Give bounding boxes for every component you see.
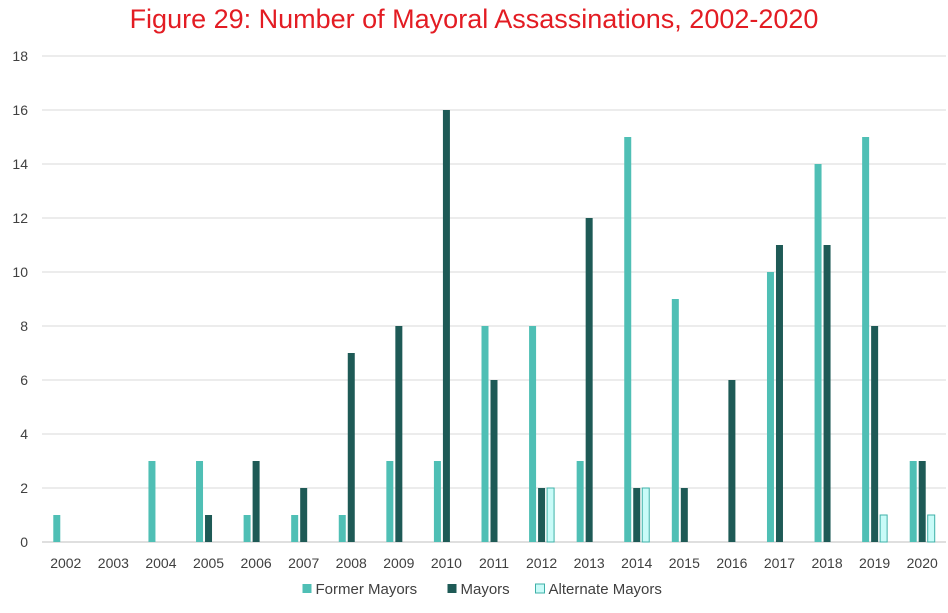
y-tick-label: 12: [12, 210, 28, 226]
y-tick-label: 16: [12, 102, 28, 118]
bar-former-mayors-2019: [862, 137, 870, 542]
bar-mayors-2006: [252, 461, 260, 542]
x-tick-label: 2002: [50, 555, 81, 571]
bar-former-mayors-2010: [433, 461, 441, 542]
bar-former-mayors-2009: [386, 461, 394, 542]
bar-former-mayors-2002: [53, 515, 61, 542]
x-tick-label: 2008: [336, 555, 367, 571]
legend-item-former-mayors: Former Mayors: [302, 581, 418, 598]
legend-label: Alternate Mayors: [549, 581, 662, 598]
legend-item-mayors: Mayors: [447, 581, 510, 598]
y-tick-label: 10: [12, 264, 28, 280]
bar-mayors-2018: [823, 245, 831, 542]
bar-former-mayors-2006: [243, 515, 251, 542]
bar-mayors-2017: [775, 245, 783, 542]
x-tick-label: 2020: [907, 555, 938, 571]
bar-former-mayors-2015: [671, 299, 679, 542]
x-tick-label: 2017: [764, 555, 795, 571]
y-tick-label: 14: [12, 156, 28, 172]
x-tick-label: 2003: [98, 555, 129, 571]
legend-item-alternate-mayors: Alternate Mayors: [535, 581, 662, 598]
y-axis-tick-labels: 0 2 4 6 8 10 12 14 16 18: [12, 48, 28, 550]
bar-mayors-2014: [633, 488, 641, 542]
x-tick-label: 2015: [669, 555, 700, 571]
y-tick-label: 0: [20, 534, 28, 550]
bar-alternate-mayors-2014: [641, 487, 650, 543]
bar-mayors-2011: [490, 380, 498, 542]
legend-swatch: [447, 584, 457, 593]
x-tick-label: 2010: [431, 555, 462, 571]
x-tick-label: 2006: [241, 555, 272, 571]
x-tick-label: 2011: [479, 555, 509, 571]
legend-swatch: [302, 584, 312, 593]
legend-swatch: [535, 583, 545, 594]
bar-mayors-2007: [300, 488, 308, 542]
x-axis-tick-labels: 2002 2003 2004 2005 2006 2007 2008 2009 2010 2011…: [50, 555, 938, 571]
bar-alternate-mayors-2020: [927, 514, 936, 543]
x-tick-label: 2013: [574, 555, 605, 571]
y-tick-label: 8: [20, 318, 28, 334]
x-tick-label: 2004: [145, 555, 176, 571]
bar-former-mayors-2007: [291, 515, 299, 542]
bar-mayors-2009: [395, 326, 403, 542]
x-tick-label: 2012: [526, 555, 557, 571]
legend: Former Mayors Mayors Alternate Mayors: [302, 581, 662, 598]
bar-mayors-2015: [680, 488, 688, 542]
bar-mayors-2020: [918, 461, 926, 542]
bar-mayors-2010: [442, 110, 450, 542]
legend-label: Former Mayors: [316, 581, 418, 598]
y-tick-label: 2: [20, 480, 28, 496]
bar-mayors-2012: [538, 488, 546, 542]
x-tick-label: 2009: [383, 555, 414, 571]
bar-former-mayors-2018: [814, 164, 822, 542]
y-tick-label: 4: [20, 426, 28, 442]
bars: [53, 110, 936, 543]
bar-former-mayors-2008: [338, 515, 346, 542]
x-tick-label: 2018: [811, 555, 842, 571]
bar-former-mayors-2014: [624, 137, 632, 542]
bar-alternate-mayors-2019: [879, 514, 888, 543]
y-tick-label: 6: [20, 372, 28, 388]
bar-mayors-2019: [871, 326, 879, 542]
bar-former-mayors-2005: [196, 461, 204, 542]
legend-label: Mayors: [461, 581, 510, 598]
bar-mayors-2013: [585, 218, 593, 542]
x-tick-label: 2019: [859, 555, 890, 571]
bar-mayors-2016: [728, 380, 736, 542]
x-tick-label: 2016: [716, 555, 747, 571]
bar-former-mayors-2017: [766, 272, 774, 542]
y-tick-label: 18: [12, 48, 28, 64]
bar-former-mayors-2012: [529, 326, 537, 542]
bar-alternate-mayors-2012: [546, 487, 555, 543]
x-tick-label: 2005: [193, 555, 224, 571]
x-tick-label: 2014: [621, 555, 652, 571]
x-tick-label: 2007: [288, 555, 319, 571]
bar-former-mayors-2004: [148, 461, 156, 542]
bar-former-mayors-2020: [909, 461, 917, 542]
bar-former-mayors-2013: [576, 461, 584, 542]
bar-former-mayors-2011: [481, 326, 489, 542]
bar-mayors-2008: [347, 353, 355, 542]
chart-title: Figure 29: Number of Mayoral Assassinati…: [129, 4, 819, 34]
bar-mayors-2005: [205, 515, 213, 542]
